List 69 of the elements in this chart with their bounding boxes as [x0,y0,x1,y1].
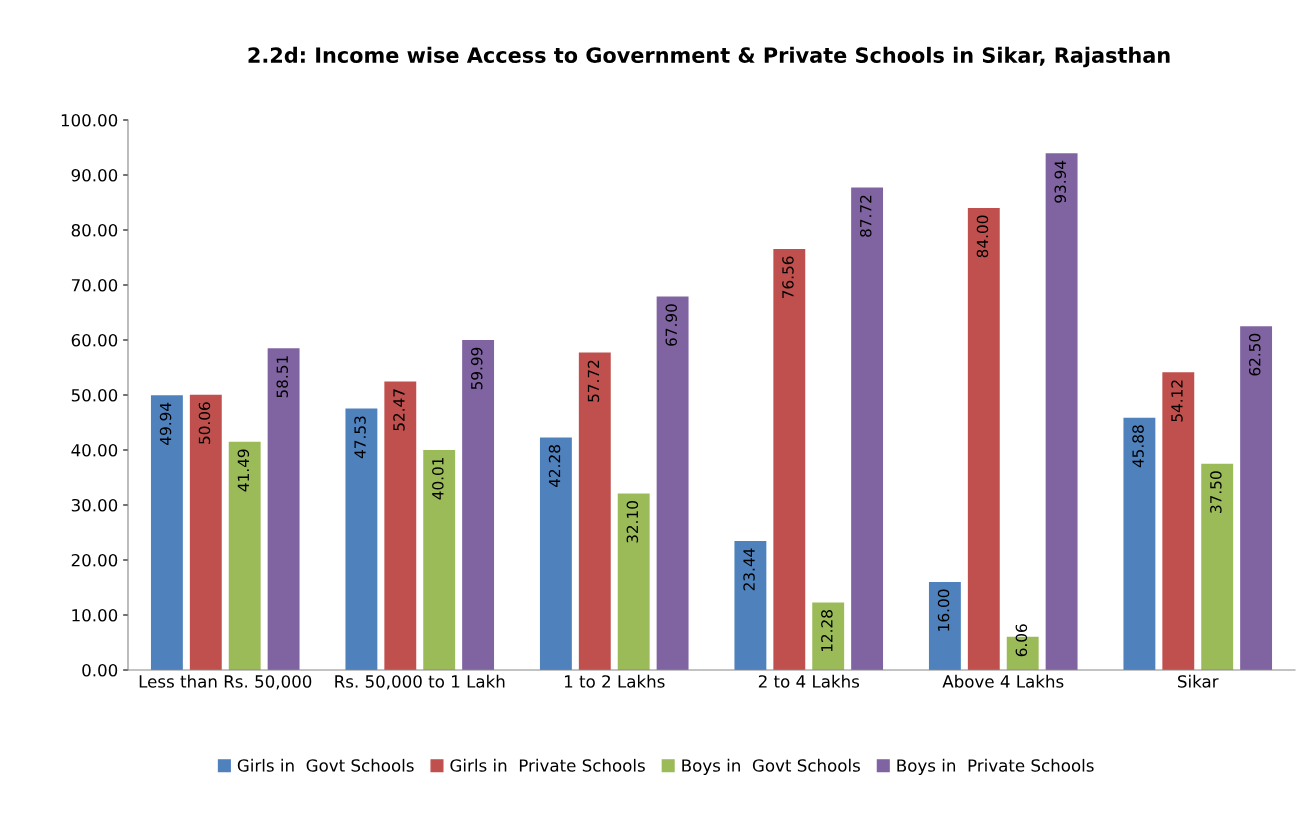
data-label: 37.50 [1210,471,1222,513]
y-tick-label: 20.00 [71,553,118,567]
y-tick-label: 90.00 [71,168,118,182]
data-label: 58.51 [276,356,289,398]
bar [851,187,884,670]
bar [1123,417,1156,670]
bar [345,408,378,670]
data-label: 6.06 [1015,624,1028,657]
x-tick-label: Above 4 Lakhs [942,674,1064,688]
y-tick-label: 100.00 [61,113,118,127]
x-tick-label: Sikar [1178,674,1219,688]
y-tick-label: 10.00 [72,608,118,622]
bar [656,296,689,670]
legend-label: Girls in Private Schools [450,758,645,772]
bar [1045,153,1078,670]
data-label: 47.53 [354,416,366,459]
x-tick-label: Less than Rs. 50,000 [139,674,312,690]
y-tick-label: 30.00 [71,498,118,512]
bar [539,437,572,670]
data-label: 54.12 [1171,380,1183,422]
data-label: 12.28 [821,610,833,652]
bar [384,381,417,670]
x-tick-label: 1 to 2 Lakhs [564,674,665,688]
bar [812,602,845,670]
bar [734,541,767,670]
data-label: 84.00 [976,215,989,258]
legend-label: Boys in Govt Schools [682,758,860,775]
data-label: 87.72 [859,195,872,237]
bar [150,395,183,670]
chart-title: 2.2d: Income wise Access to Government & Private Schools in Sikar, Rajasthan [248,46,1170,68]
data-label: 50.06 [198,402,211,444]
bar [1201,463,1234,670]
x-tick-label: Rs. 50,000 to 1 Lakh [335,674,505,690]
data-label: 49.94 [159,402,172,445]
data-label: 76.56 [782,256,794,298]
legend-label: Girls in Govt Schools [237,758,414,772]
y-tick-label: 80.00 [71,223,118,237]
bar [578,352,611,670]
data-label: 32.10 [626,501,639,543]
data-label: 59.99 [470,347,483,390]
bar [617,493,650,670]
y-tick-label: 60.00 [71,333,118,347]
x-tick-label: 2 to 4 Lakhs [758,674,860,688]
bar [228,441,261,670]
y-tick-label: 70.00 [71,278,118,292]
bar [423,449,456,670]
y-tick-label: 40.00 [71,443,118,457]
data-label: 40.01 [432,457,444,500]
bar [773,248,806,670]
bar [267,348,300,670]
data-label: 62.50 [1248,333,1261,376]
y-tick-label: 0.00 [82,663,118,677]
bar [967,208,1000,670]
data-label: 52.47 [393,389,405,431]
legend-label: Boys in Private Schools [897,758,1094,775]
data-label: 16.00 [937,589,950,631]
y-tick-label: 50.00 [71,388,118,402]
bar [189,394,222,670]
data-label: 67.90 [665,304,678,346]
data-label: 57.72 [587,360,600,402]
data-label: 23.44 [743,548,755,591]
bar [1162,372,1195,670]
data-label: 93.94 [1054,160,1067,203]
data-label: 45.88 [1132,425,1144,468]
bar [1240,326,1273,670]
data-label: 42.28 [548,445,561,488]
data-label: 41.49 [237,449,250,492]
bar [928,582,961,670]
bar [462,340,495,670]
